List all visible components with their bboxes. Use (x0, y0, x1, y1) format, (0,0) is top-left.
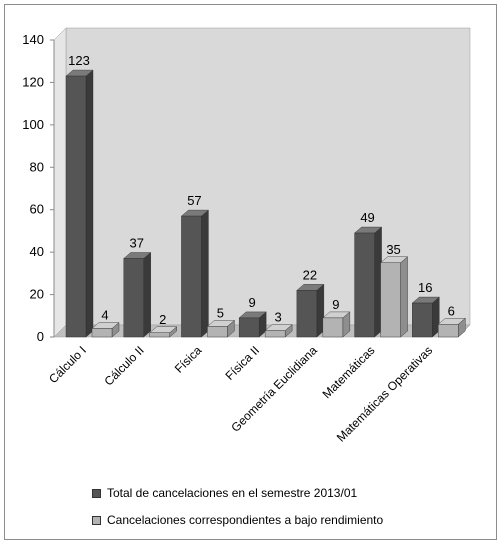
bar-series-2-front (322, 317, 344, 338)
legend-label-series-1: Total de cancelaciones en el semestre 20… (107, 486, 358, 500)
bar-series-1-side (143, 252, 151, 338)
data-label-series-2: 35 (386, 242, 400, 257)
bar-series-2-front (380, 262, 401, 338)
bar-series-2 (91, 322, 120, 338)
data-label-series-1: 57 (187, 193, 201, 208)
y-tick-label: 20 (30, 287, 44, 302)
data-label-series-2: 5 (217, 305, 224, 320)
bar-series-2 (380, 256, 409, 338)
category-label: Matemáticas Operativas (334, 343, 435, 444)
data-label-series-1: 22 (303, 267, 317, 282)
bar-series-1 (180, 209, 209, 338)
bar-series-1-side (85, 69, 94, 338)
y-tick-label: 100 (22, 117, 44, 132)
category-label: Cálculo I (46, 343, 89, 386)
category-label: Matemáticas (320, 343, 378, 401)
bar-series-1-front (65, 75, 87, 338)
category-label: Física (172, 343, 205, 376)
legend-item-series-2: Cancelaciones correspondientes a bajo re… (92, 513, 383, 527)
data-label-series-1: 9 (249, 295, 256, 310)
category-label: Física II (223, 343, 263, 383)
bar-series-2 (206, 319, 235, 338)
y-tick-label: 0 (37, 329, 44, 344)
y-tick-label: 140 (22, 32, 44, 47)
legend-swatch-series-2 (92, 515, 101, 525)
bar-series-2-side (400, 256, 408, 338)
data-label-series-2: 3 (275, 310, 282, 325)
bar-series-2-front (91, 328, 113, 338)
bar-series-1 (65, 69, 94, 338)
legend-label-series-2: Cancelaciones correspondientes a bajo re… (107, 513, 384, 527)
bar-series-1-front (412, 302, 433, 338)
plot-side-wall (53, 27, 67, 338)
bar-series-1-front (238, 317, 260, 338)
data-label-series-2: 6 (448, 303, 455, 318)
y-tick-label: 40 (30, 244, 44, 259)
bar-series-2 (149, 326, 178, 338)
bar-series-1 (296, 283, 325, 338)
bar-series-2 (264, 324, 293, 338)
bar-series-1-front (123, 258, 144, 338)
category-label: Cálculo II (101, 343, 146, 388)
y-tick-label: 60 (30, 202, 44, 217)
data-label-series-1: 16 (418, 280, 432, 295)
data-label-series-2: 4 (101, 308, 108, 323)
bar-series-1 (123, 252, 152, 338)
data-label-series-2: 2 (159, 312, 166, 327)
data-label-series-1: 123 (68, 53, 90, 68)
bar-series-1 (411, 296, 440, 338)
legend-item-series-1: Total de cancelaciones en el semestre 20… (92, 486, 357, 500)
bar-series-1 (238, 311, 267, 338)
data-label-series-1: 37 (129, 236, 143, 251)
bar-series-2-front (207, 326, 228, 338)
y-tick-label: 120 (22, 74, 44, 89)
bar-series-2-front (264, 330, 286, 338)
bar-series-1-side (201, 209, 209, 338)
y-tick-label: 80 (30, 159, 44, 174)
bar-series-1-front (296, 290, 318, 338)
bar-series-2-front (438, 324, 459, 338)
bar-series-1 (354, 226, 383, 338)
bar-series-2 (437, 317, 466, 338)
bar-series-1-front (181, 215, 202, 338)
bar-series-1-front (354, 232, 375, 338)
bar-series-2-front (149, 332, 170, 338)
data-label-series-2: 9 (332, 297, 339, 312)
data-label-series-1: 49 (360, 210, 374, 225)
bar-series-2 (322, 311, 351, 338)
legend-swatch-series-1 (92, 488, 101, 498)
